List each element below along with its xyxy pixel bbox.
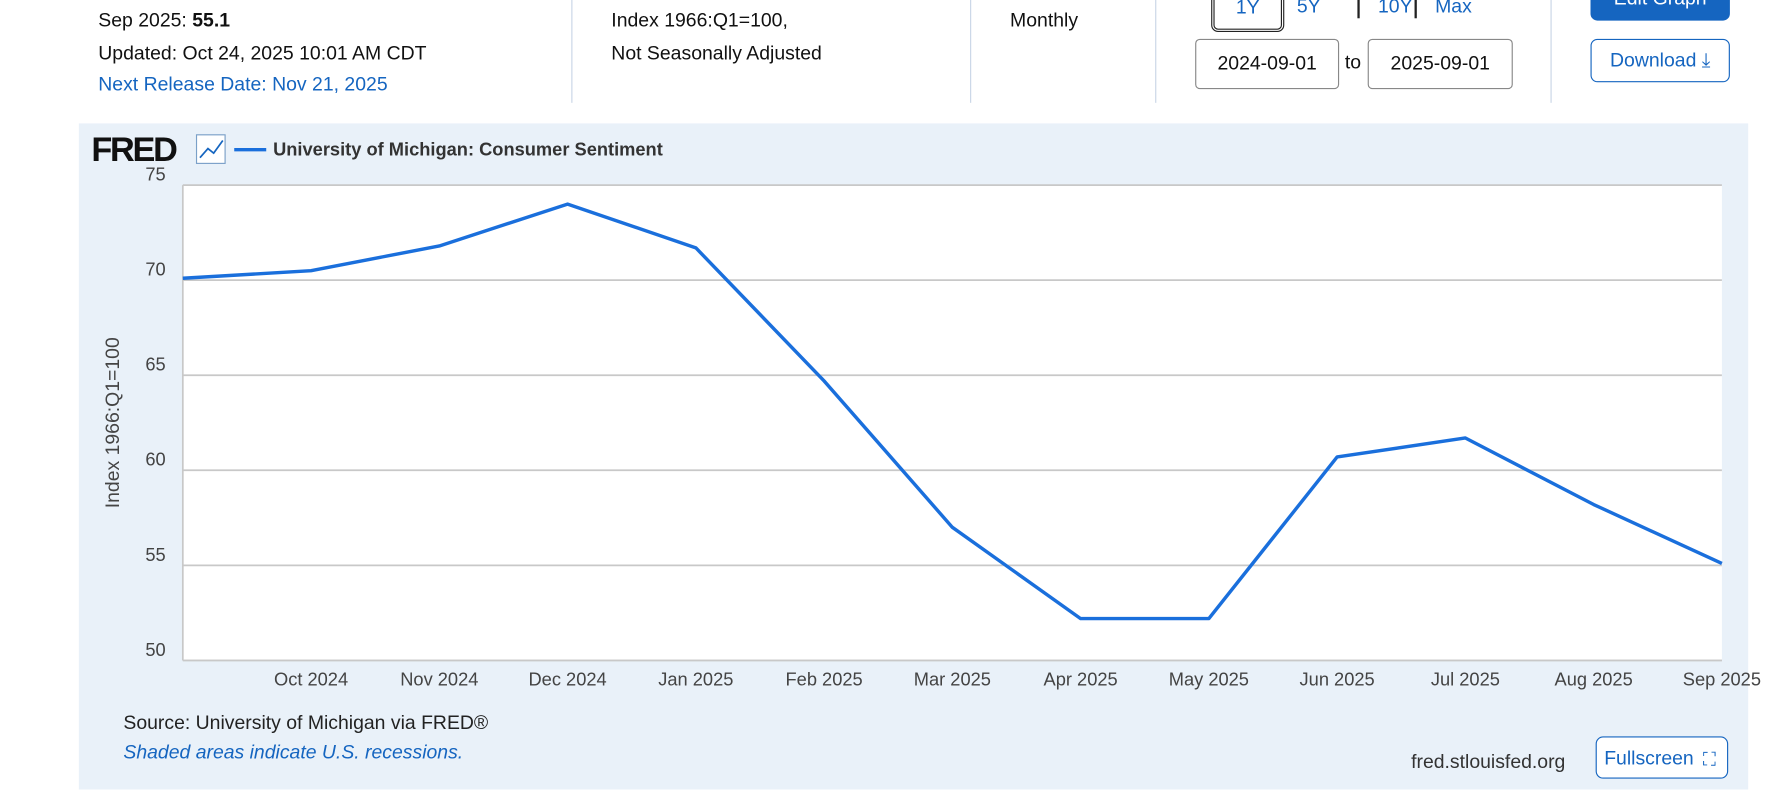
- x-tick-label: Oct 2024: [274, 669, 348, 690]
- y-tick-label: 70: [145, 259, 165, 280]
- source: Source: University of Michigan via FRED®: [123, 712, 488, 734]
- divider: [571, 0, 573, 103]
- y-tick-label: 65: [145, 354, 165, 375]
- y-tick-label: 75: [145, 164, 165, 185]
- units: Not Seasonally Adjusted: [611, 42, 822, 64]
- x-tick-label: Nov 2024: [400, 669, 478, 690]
- x-tick-label: May 2025: [1169, 669, 1249, 690]
- legend-label: University of Michigan: Consumer Sentime…: [273, 138, 663, 159]
- fullscreen-label[interactable]: Fullscreen: [1604, 747, 1694, 769]
- recession-note: Shaded areas indicate U.S. recessions.: [123, 742, 463, 764]
- x-tick-label: Feb 2025: [786, 669, 863, 690]
- units: Index 1966:Q1=100,: [611, 9, 788, 31]
- divider: [1155, 0, 1157, 103]
- range-button[interactable]: 1Y: [1211, 0, 1285, 32]
- x-tick-label: Dec 2024: [528, 669, 606, 690]
- x-tick-label: Jul 2025: [1431, 669, 1500, 690]
- y-tick-label: 55: [145, 544, 165, 565]
- range-button[interactable]: 5Y: [1296, 0, 1321, 18]
- frequency: Monthly: [1010, 9, 1079, 31]
- start-date[interactable]: 2024-09-01: [1195, 38, 1340, 90]
- fullscreen-icon: ⛶: [1703, 749, 1716, 770]
- fullscreen-button[interactable]: [1595, 736, 1729, 779]
- x-tick-label: Sep 2025: [1683, 669, 1761, 690]
- divider: [970, 0, 972, 103]
- site: fred.stlouisfed.org: [1411, 751, 1565, 773]
- to-label: to: [1344, 51, 1362, 74]
- graph-icon: [195, 134, 226, 164]
- x-tick-label: Apr 2025: [1044, 669, 1118, 690]
- series-line: [182, 202, 1723, 621]
- range-button[interactable]: 10Y: [1357, 0, 1413, 19]
- updated: Updated: Oct 24, 2025 10:01 AM CDT: [98, 42, 427, 64]
- y-tick-label: 50: [145, 639, 165, 660]
- next-release-link[interactable]: Next Release Date: Nov 21, 2025: [98, 73, 388, 95]
- plot-area: [182, 185, 1722, 661]
- graph-icon: [199, 140, 224, 159]
- latest-value: 55.1: [192, 9, 231, 31]
- x-tick-label: Jan 2025: [658, 669, 733, 690]
- range-button[interactable]: Max: [1414, 0, 1472, 19]
- y-axis-label: Index 1966:Q1=100: [102, 337, 124, 508]
- x-tick-label: Mar 2025: [914, 669, 991, 690]
- download-button[interactable]: Download ⤓: [1590, 38, 1730, 83]
- latest: Sep 2025: 55.1: [98, 9, 230, 32]
- latest-label: Sep 2025:: [98, 9, 187, 31]
- x-tick-label: Jun 2025: [1300, 669, 1375, 690]
- download-label: Download: [1609, 49, 1697, 71]
- fred-logo: FRED: [91, 131, 177, 169]
- end-date[interactable]: 2025-09-01: [1367, 38, 1513, 90]
- edit-graph-button[interactable]: Edit Graph: [1590, 0, 1730, 21]
- divider: [1550, 0, 1552, 103]
- y-tick-label: 60: [145, 449, 165, 470]
- x-tick-label: Aug 2025: [1555, 669, 1633, 690]
